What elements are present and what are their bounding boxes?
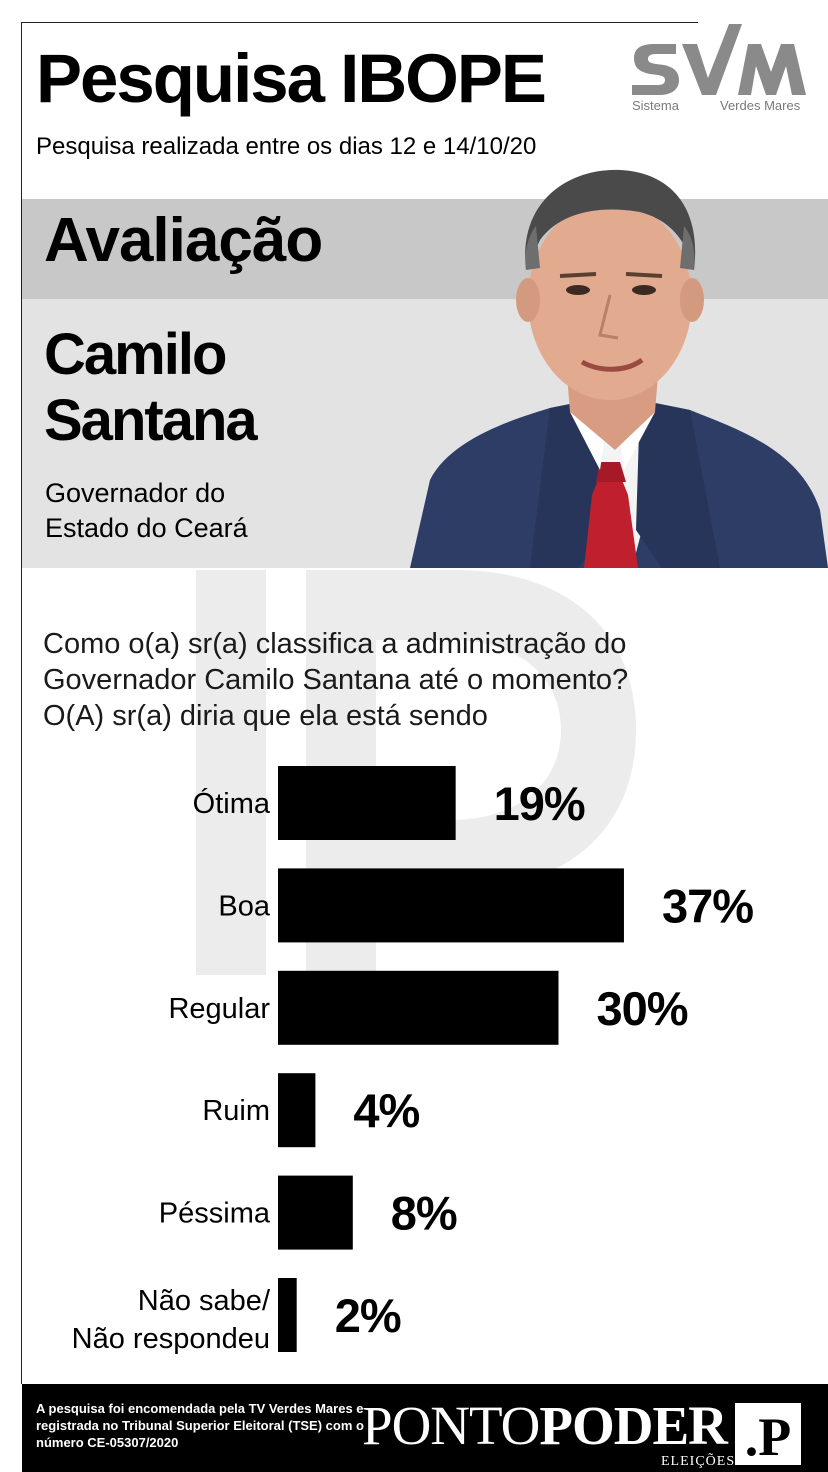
logo-caption-right: Verdes Mares — [720, 98, 801, 113]
footer-note: A pesquisa foi encomendada pela TV Verde… — [36, 1401, 364, 1450]
person-role: Governador do Estado do Ceará — [45, 476, 365, 546]
brand-mark-text: .P — [745, 1407, 792, 1465]
person-role-line2: Estado do Ceará — [45, 513, 248, 543]
bar-4 — [278, 1175, 353, 1250]
value-label-2: 30% — [597, 982, 688, 1035]
question-line3: O(A) sr(a) diria que ela está sendo — [43, 700, 488, 732]
value-label-5: 2% — [335, 1289, 401, 1342]
survey-question: Como o(a) sr(a) classifica a administraç… — [43, 626, 743, 734]
brand-bold: PODER — [539, 1395, 727, 1456]
rating-bar-chart: Ótima 19% Boa 37% Regular 30% Ruim 4% Péssima 8% N… — [72, 766, 754, 1355]
bar-5 — [278, 1278, 297, 1352]
category-label-5: Não sabe/Não respondeu — [72, 1285, 271, 1355]
brand-p-mark: .P — [735, 1403, 801, 1465]
brand-light: PONTO — [362, 1395, 540, 1456]
page-title: Pesquisa IBOPE — [36, 40, 547, 117]
section-title: Avaliação — [44, 206, 323, 275]
brand-wordmark: PONTOPODER — [362, 1395, 728, 1456]
value-label-3: 4% — [353, 1084, 419, 1137]
person-role-line1: Governador do — [45, 478, 226, 508]
category-label-4: Péssima — [159, 1198, 271, 1230]
svm-logo — [632, 24, 806, 95]
governor-portrait — [410, 169, 828, 568]
left-rule — [21, 22, 22, 1384]
question-line1: Como o(a) sr(a) classifica a administraç… — [43, 628, 627, 660]
svm-logo-caption: Sistema Verdes Mares — [632, 98, 814, 114]
value-label-1: 37% — [662, 879, 753, 932]
bar-3 — [278, 1073, 316, 1148]
category-label-0: Ótima — [193, 787, 271, 820]
person-name-first: Camilo — [44, 322, 227, 387]
footer-bar — [22, 1384, 828, 1472]
top-rule — [21, 22, 698, 23]
question-line2: Governador Camilo Santana até o momento? — [43, 664, 629, 696]
page-subtitle: Pesquisa realizada entre os dias 12 e 14… — [36, 133, 537, 160]
category-label-3: Ruim — [202, 1095, 270, 1127]
bar-2 — [278, 970, 559, 1045]
person-name: Camilo Santana — [44, 322, 404, 454]
bar-0 — [278, 766, 456, 840]
logo-caption-left: Sistema — [632, 98, 679, 113]
brand-subtitle: ELEIÇÕES — [661, 1454, 736, 1469]
bar-1 — [278, 868, 624, 943]
value-label-0: 19% — [494, 777, 585, 830]
value-label-4: 8% — [391, 1187, 457, 1240]
category-label-2: Regular — [168, 993, 270, 1025]
person-name-last: Santana — [44, 388, 258, 453]
category-label-1: Boa — [218, 890, 270, 922]
